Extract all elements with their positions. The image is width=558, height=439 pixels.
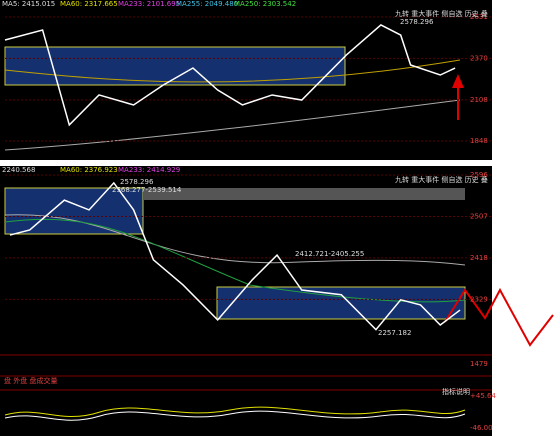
y-tick-label: 2596 (470, 171, 488, 179)
red-sketch (444, 287, 554, 347)
panel-label: 1479 (470, 360, 488, 368)
panel-label: 指标说明 (442, 387, 470, 396)
annotation: 2412.721-2405.255 (295, 250, 364, 258)
indicator-line (4, 410, 466, 421)
legend-item: MA60: 2317.665 (60, 0, 118, 8)
panel-label: -46.00 (470, 424, 493, 432)
annotation: 2578.296 (400, 18, 434, 26)
zone-box (4, 187, 144, 235)
legend-item: 2240.568 (2, 166, 35, 174)
ma-line (4, 218, 466, 303)
legend-item: MA5: 2415.015 (2, 0, 55, 8)
y-tick-label: 1848 (470, 137, 488, 145)
y-tick-label: 2329 (470, 295, 488, 303)
y-tick-label: 2631 (470, 13, 488, 21)
legend-item: MA233: 2414.929 (118, 166, 180, 174)
ma-line (4, 59, 461, 83)
legend-item: MA60: 2376.923 (60, 166, 118, 174)
ma-line (4, 99, 461, 151)
annotation: 2568.277-2539.514 (112, 186, 182, 194)
indicator-line (4, 406, 466, 418)
panel-label: 盘 外盘 盘成交量 (4, 376, 57, 385)
price-line (4, 24, 456, 127)
legend-item: MA250: 2303.542 (234, 0, 296, 8)
zone-box (216, 286, 466, 320)
toolbar-text: 九转 重大事件 侧自选 历史 叠 (395, 9, 488, 18)
y-tick-label: 2418 (470, 254, 488, 262)
y-tick-label: 2507 (470, 212, 488, 220)
legend-item: MA255: 2049.480 (176, 0, 238, 8)
toolbar-text: 九转 重大事件 侧自选 历史 叠 (395, 175, 488, 184)
zone-band (143, 188, 465, 200)
top-axis-bg (466, 0, 492, 160)
y-tick-label: 2370 (470, 54, 488, 62)
panel-label: +45.64 (470, 392, 496, 400)
red-arrow-head (452, 74, 464, 88)
annotation: 2578.296 (120, 178, 154, 186)
legend-item: MA233: 2101.695 (118, 0, 180, 8)
price-line (9, 181, 461, 331)
y-tick-label: 2108 (470, 96, 488, 104)
annotation: 2257.182 (378, 329, 411, 337)
